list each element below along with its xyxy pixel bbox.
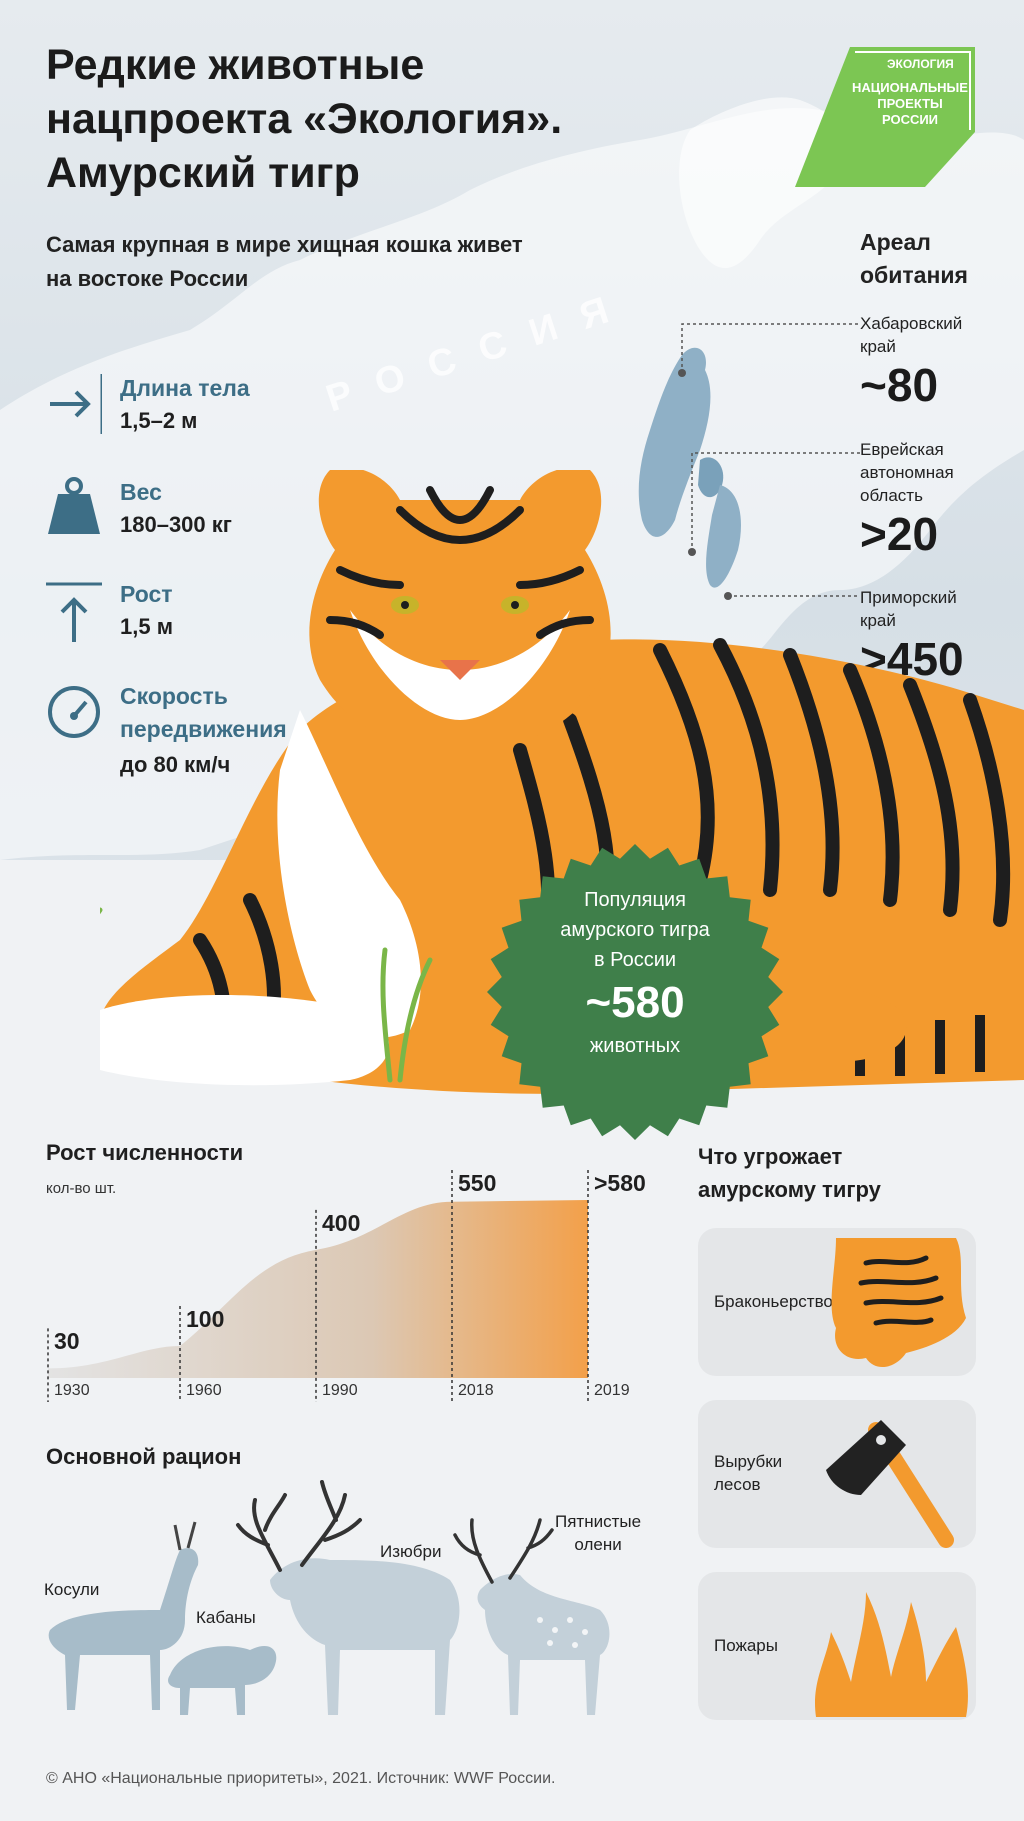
- region-name: Еврейская автономная область: [860, 438, 954, 507]
- growth-value-label: >580: [594, 1170, 646, 1196]
- title-line-1: Редкие животные: [46, 41, 425, 89]
- region-name-line: край: [860, 337, 896, 356]
- diet-label-sika-deer: Пятнистые олени: [555, 1510, 641, 1556]
- region-value: >20: [860, 508, 939, 560]
- weight-icon: [48, 477, 100, 534]
- page-subtitle: Самая крупная в мире хищная кошка живет …: [46, 228, 606, 296]
- habitat-title-line-2: обитания: [860, 262, 968, 288]
- diet-label-line: олени: [574, 1535, 622, 1554]
- growth-value-label: 400: [322, 1209, 361, 1236]
- axe-icon: [826, 1420, 954, 1548]
- growth-year-label: 1960: [186, 1382, 222, 1399]
- population-line-3: в России: [593, 949, 677, 971]
- regions-map: [638, 323, 860, 600]
- logo-line-3: РОССИИ: [881, 112, 939, 127]
- stat-value: 1,5–2 м: [120, 408, 198, 433]
- title-line-3: Амурский тигр: [46, 149, 360, 197]
- threat-label: Пожары: [714, 1636, 778, 1655]
- region-primorsky-shape: [706, 485, 741, 588]
- stat-label-line-2: передвижения: [120, 716, 287, 742]
- region-name: Хабаровский край: [860, 312, 962, 358]
- growth-chart: [47, 1170, 589, 1402]
- stat-value: до 80 км/ч: [120, 752, 231, 777]
- region-name-line: область: [860, 486, 923, 505]
- growth-value-label: 550: [458, 1170, 497, 1196]
- stat-value: 1,5 м: [120, 614, 173, 639]
- logo-line-1: НАЦИОНАЛЬНЫЕ: [852, 80, 968, 95]
- stat-label: Рост: [120, 581, 173, 607]
- diet-label-line: Пятнистые: [555, 1512, 642, 1531]
- region-name-line: Еврейская: [860, 440, 944, 459]
- threat-label: Вырубки лесов: [714, 1450, 782, 1496]
- population-unit: животных: [589, 1035, 681, 1057]
- threat-label: Браконьерство: [714, 1292, 833, 1311]
- wapiti-figure: [236, 1480, 460, 1715]
- russia-map-silhouette: [0, 97, 1024, 860]
- diet-label-boar: Кабаны: [196, 1608, 256, 1627]
- threat-deforestation: Вырубки лесов: [698, 1400, 976, 1548]
- diet-label-wapiti: Изюбри: [380, 1542, 442, 1561]
- page-title: Редкие животные нацпроекта «Экология». А…: [46, 38, 686, 200]
- population-line-2: амурского тигра: [560, 919, 710, 941]
- diet-title: Основной рацион: [46, 1444, 242, 1469]
- region-khabarovsk-shape: [638, 347, 711, 537]
- growth-year-label: 2019: [594, 1382, 630, 1399]
- arrow-right-icon: [50, 374, 102, 434]
- region-name-line: Приморский: [860, 588, 957, 607]
- stat-label: Скорость передвижения: [120, 680, 287, 746]
- arrow-up-icon: [46, 582, 102, 642]
- boar-figure: [168, 1645, 277, 1715]
- growth-year-label: 2018: [458, 1382, 494, 1399]
- growth-area: [48, 1200, 588, 1378]
- stat-value: 180–300 кг: [120, 512, 232, 537]
- stat-label-line-1: Скорость: [120, 683, 228, 709]
- region-jewish-ao: Еврейская автономная область >20: [860, 438, 954, 561]
- speedometer-icon: [48, 686, 100, 738]
- tiger-skin-icon: [831, 1238, 966, 1368]
- region-name-line: край: [860, 611, 896, 630]
- population-badge: [487, 844, 783, 1140]
- growth-value-label: 100: [186, 1305, 225, 1332]
- region-jewish-shape: [698, 457, 724, 498]
- subtitle-line-1: Самая крупная в мире хищная кошка живет: [46, 232, 523, 257]
- growth-unit-label: кол-во шт.: [46, 1180, 117, 1197]
- threats-title: Что угрожает амурскому тигру: [698, 1140, 881, 1206]
- threat-poaching: Браконьерство: [698, 1228, 976, 1376]
- growth-value-label: 30: [54, 1328, 80, 1355]
- national-projects-logo: [795, 47, 975, 187]
- sika-deer-figure: [453, 1518, 610, 1715]
- stat-label: Вес: [120, 479, 162, 505]
- population-value: ~580: [585, 978, 685, 1027]
- habitat-title-line-1: Ареал: [860, 229, 931, 255]
- population-line-1: Популяция: [584, 889, 686, 911]
- diet-label-roe-deer: Косули: [44, 1580, 100, 1599]
- region-khabarovsk: Хабаровский край ~80: [860, 312, 962, 412]
- stat-label: Длина тела: [120, 375, 250, 401]
- region-name-line: автономная: [860, 463, 954, 482]
- title-line-2: нацпроекта «Экология».: [46, 95, 563, 143]
- region-name: Приморский край: [860, 586, 964, 632]
- amur-tiger-illustration: [100, 470, 1024, 1094]
- threat-fires: Пожары: [698, 1572, 976, 1720]
- threats-title-line-2: амурскому тигру: [698, 1177, 881, 1202]
- logo-text: НАЦИОНАЛЬНЫЕ ПРОЕКТЫ РОССИИ: [850, 80, 970, 128]
- region-name-line: Хабаровский: [860, 314, 963, 333]
- logo-top-text: ЭКОЛОГИЯ: [887, 57, 954, 71]
- threats-title-line-1: Что угрожает: [698, 1144, 843, 1169]
- fire-icon: [814, 1592, 968, 1717]
- threat-label-line: Вырубки: [714, 1452, 783, 1471]
- footer-credit: © АНО «Национальные приоритеты», 2021. И…: [46, 1770, 556, 1787]
- growth-year-label: 1930: [54, 1382, 90, 1399]
- growth-title: Рост численности: [46, 1140, 244, 1165]
- region-value: ~80: [860, 359, 939, 411]
- habitat-title: Ареал обитания: [860, 226, 968, 292]
- subtitle-line-2: на востоке России: [46, 266, 249, 291]
- logo-line-2: ПРОЕКТЫ: [877, 96, 943, 111]
- diet-animals: [48, 1480, 610, 1715]
- growth-year-label: 1990: [322, 1382, 358, 1399]
- population-badge-text: Популяция амурского тигра в России ~580 …: [505, 885, 765, 1061]
- threat-label-line: лесов: [714, 1475, 761, 1494]
- roe-deer-figure: [48, 1521, 199, 1710]
